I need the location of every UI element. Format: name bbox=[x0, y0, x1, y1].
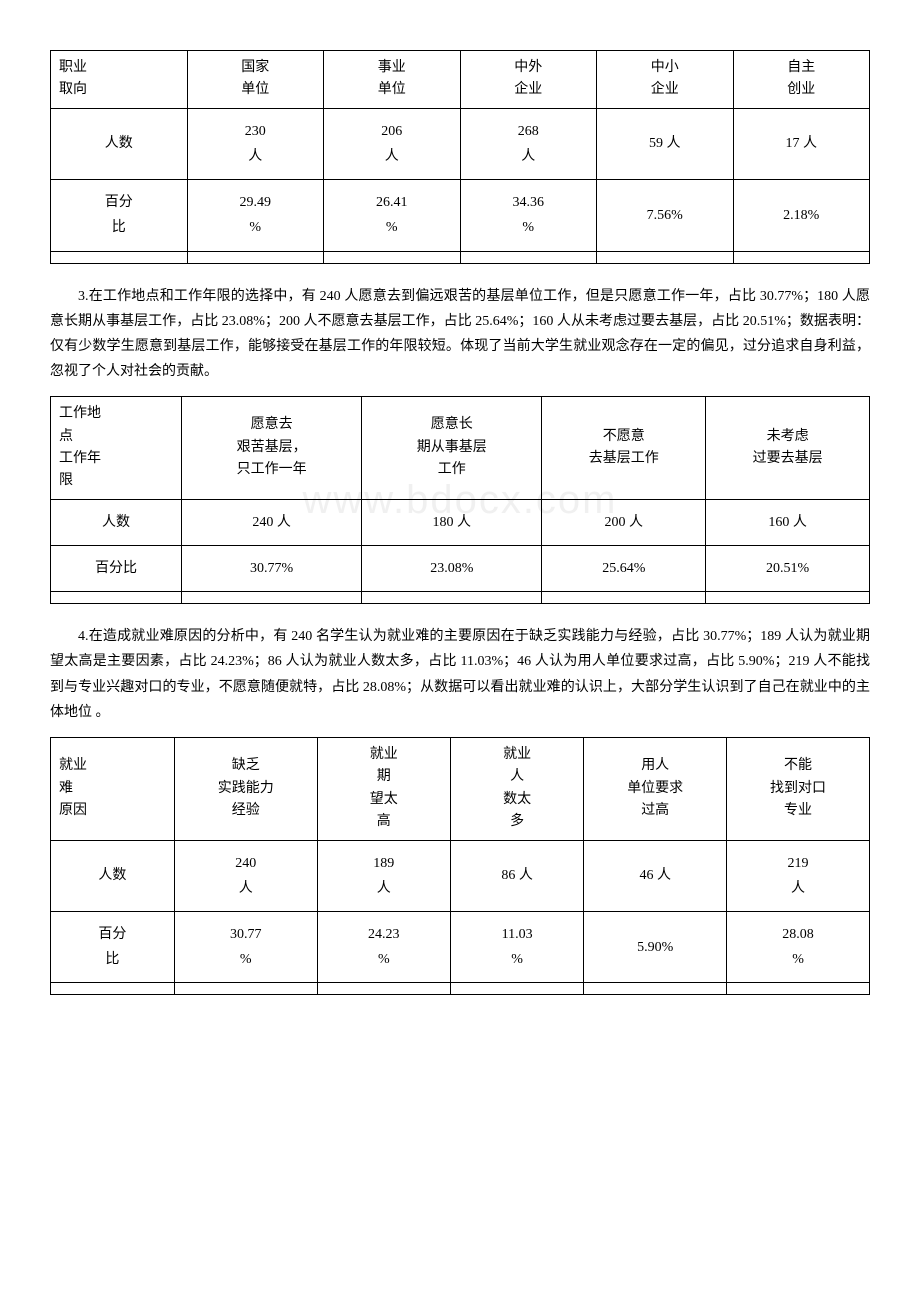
percents-row: 百分 比 29.49 % 26.41 % 34.36 % 7.56% 2.18% bbox=[51, 180, 870, 251]
row-label: 百分 比 bbox=[51, 911, 175, 982]
header-label: 就业 难 原因 bbox=[51, 737, 175, 840]
col-header: 国家 单位 bbox=[187, 51, 324, 109]
percent-cell: 28.08 % bbox=[727, 911, 870, 982]
count-cell: 59 人 bbox=[597, 108, 734, 179]
percent-cell: 20.51% bbox=[706, 546, 870, 592]
col-header: 就业 人 数太 多 bbox=[450, 737, 583, 840]
empty-row bbox=[51, 592, 870, 604]
counts-row: 人数 230 人 206 人 268 人 59 人 17 人 bbox=[51, 108, 870, 179]
percent-cell: 30.77% bbox=[182, 546, 362, 592]
percent-cell: 24.23 % bbox=[317, 911, 450, 982]
counts-row: 人数 240 人 189 人 86 人 46 人 219 人 bbox=[51, 840, 870, 911]
col-header: 中小 企业 bbox=[597, 51, 734, 109]
count-cell: 240 人 bbox=[174, 840, 317, 911]
percents-row: 百分比 30.77% 23.08% 25.64% 20.51% bbox=[51, 546, 870, 592]
row-label: 人数 bbox=[51, 840, 175, 911]
count-cell: 189 人 bbox=[317, 840, 450, 911]
employment-difficulty-table: 就业 难 原因 缺乏 实践能力 经验 就业 期 望太 高 就业 人 数太 多 用… bbox=[50, 737, 870, 995]
count-cell: 200 人 bbox=[542, 499, 706, 545]
percent-cell: 25.64% bbox=[542, 546, 706, 592]
count-cell: 219 人 bbox=[727, 840, 870, 911]
percent-cell: 26.41 % bbox=[324, 180, 461, 251]
percent-cell: 34.36 % bbox=[460, 180, 597, 251]
count-cell: 86 人 bbox=[450, 840, 583, 911]
percent-cell: 29.49 % bbox=[187, 180, 324, 251]
count-cell: 46 人 bbox=[584, 840, 727, 911]
empty-row bbox=[51, 983, 870, 995]
count-cell: 17 人 bbox=[733, 108, 870, 179]
col-header: 自主 创业 bbox=[733, 51, 870, 109]
col-header: 愿意长 期从事基层 工作 bbox=[362, 397, 542, 500]
percent-cell: 7.56% bbox=[597, 180, 734, 251]
count-cell: 160 人 bbox=[706, 499, 870, 545]
percent-cell: 11.03 % bbox=[450, 911, 583, 982]
paragraph-4: 4.在造成就业难原因的分析中，有 240 名学生认为就业难的主要原因在于缺乏实践… bbox=[50, 624, 870, 725]
table-header-row: 工作地 点 工作年 限 愿意去 艰苦基层， 只工作一年 愿意长 期从事基层 工作… bbox=[51, 397, 870, 500]
header-label: 职业 取向 bbox=[51, 51, 188, 109]
table-header-row: 职业 取向 国家 单位 事业 单位 中外 企业 中小 企业 自主 创业 bbox=[51, 51, 870, 109]
col-header: 愿意去 艰苦基层， 只工作一年 bbox=[182, 397, 362, 500]
col-header: 就业 期 望太 高 bbox=[317, 737, 450, 840]
paragraph-3: 3.在工作地点和工作年限的选择中，有 240 人愿意去到偏远艰苦的基层单位工作，… bbox=[50, 284, 870, 385]
col-header: 缺乏 实践能力 经验 bbox=[174, 737, 317, 840]
header-label: 工作地 点 工作年 限 bbox=[51, 397, 182, 500]
row-label: 人数 bbox=[51, 499, 182, 545]
col-header: 不愿意 去基层工作 bbox=[542, 397, 706, 500]
count-cell: 230 人 bbox=[187, 108, 324, 179]
row-label: 百分比 bbox=[51, 546, 182, 592]
col-header: 不能 找到对口 专业 bbox=[727, 737, 870, 840]
percent-cell: 23.08% bbox=[362, 546, 542, 592]
count-cell: 240 人 bbox=[182, 499, 362, 545]
col-header: 未考虑 过要去基层 bbox=[706, 397, 870, 500]
count-cell: 180 人 bbox=[362, 499, 542, 545]
count-cell: 268 人 bbox=[460, 108, 597, 179]
percent-cell: 30.77 % bbox=[174, 911, 317, 982]
percents-row: 百分 比 30.77 % 24.23 % 11.03 % 5.90% 28.08… bbox=[51, 911, 870, 982]
col-header: 用人 单位要求 过高 bbox=[584, 737, 727, 840]
counts-row: 人数 240 人 180 人 200 人 160 人 bbox=[51, 499, 870, 545]
row-label: 百分 比 bbox=[51, 180, 188, 251]
work-location-table: 工作地 点 工作年 限 愿意去 艰苦基层， 只工作一年 愿意长 期从事基层 工作… bbox=[50, 396, 870, 604]
career-orientation-table: 职业 取向 国家 单位 事业 单位 中外 企业 中小 企业 自主 创业 人数 2… bbox=[50, 50, 870, 264]
count-cell: 206 人 bbox=[324, 108, 461, 179]
col-header: 事业 单位 bbox=[324, 51, 461, 109]
table-header-row: 就业 难 原因 缺乏 实践能力 经验 就业 期 望太 高 就业 人 数太 多 用… bbox=[51, 737, 870, 840]
empty-row bbox=[51, 251, 870, 263]
col-header: 中外 企业 bbox=[460, 51, 597, 109]
percent-cell: 2.18% bbox=[733, 180, 870, 251]
row-label: 人数 bbox=[51, 108, 188, 179]
percent-cell: 5.90% bbox=[584, 911, 727, 982]
